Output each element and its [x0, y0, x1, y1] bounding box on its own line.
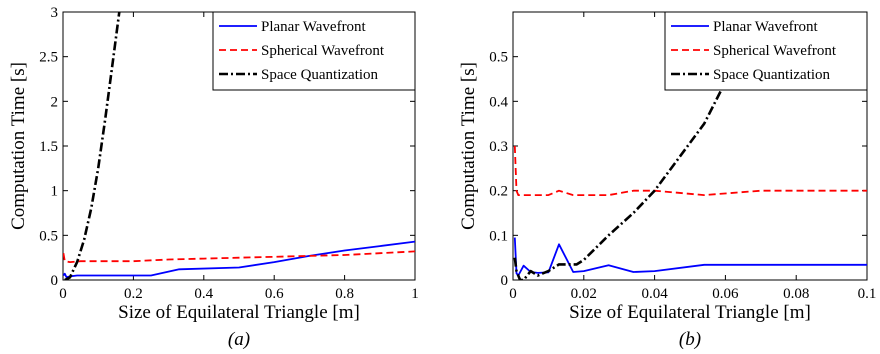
chart-panel-b: 0 0.02 0.04 0.06 0.08 0.1 0 0.1 0.2 0.3 0.4 0.5 Pla… [458, 11, 876, 350]
legend-label: Space Quantization [713, 67, 831, 83]
series-line-spherical-wavefront [63, 250, 415, 264]
legend-label: Planar Wavefront [261, 19, 367, 35]
caption-b: (b) [679, 329, 701, 350]
x-tick-label: 0.2 [124, 286, 143, 302]
series-line-planar-wavefront [63, 240, 415, 279]
x-tick-label: 0.02 [571, 286, 597, 302]
legend: Planar Wavefront Spherical Wavefront Space… [664, 11, 868, 91]
x-axis-label: Size of Equilateral Triangle [m] [118, 302, 360, 323]
y-tick-label: 0 [51, 273, 59, 289]
x-tick-label: 0.04 [641, 286, 668, 302]
x-tick-label: 0.1 [858, 286, 877, 302]
x-tick-label: 0 [509, 286, 517, 302]
x-tick-label: 0 [59, 286, 67, 302]
x-axis-label: Size of Equilateral Triangle [m] [569, 302, 811, 323]
y-tick-label: 0 [501, 273, 509, 289]
y-tick-label: 2 [51, 94, 59, 110]
legend-label: Spherical Wavefront [261, 43, 385, 59]
chart-panel-a: 0 0.2 0.4 0.6 0.8 1 0 0.5 1 1.5 2 2.5 3 Planar Wavef… [8, 5, 419, 350]
x-tick-label: 0.8 [335, 286, 354, 302]
plot-area-b: 0 0.02 0.04 0.06 0.08 0.1 0 0.1 0.2 0.3 0.4 0.5 Pla… [489, 11, 876, 302]
legend-label: Spherical Wavefront [713, 43, 837, 59]
y-tick-label: 1.5 [39, 139, 58, 155]
y-tick-label: 0.3 [489, 139, 508, 155]
x-tick-label: 0.06 [712, 286, 739, 302]
legend-label: Space Quantization [261, 67, 379, 83]
legend-box [664, 11, 868, 91]
y-axis-label: Computation Time [s] [8, 62, 29, 230]
series-layer [513, 12, 867, 280]
tick-layer: 0 0.02 0.04 0.06 0.08 0.1 0 0.1 0.2 0.3 0.4 0.5 [489, 12, 876, 302]
y-tick-label: 0.2 [489, 184, 508, 200]
legend-label: Planar Wavefront [713, 19, 819, 35]
series-line-space-quantization [64, 12, 121, 280]
series-line-planar-wavefront [513, 237, 867, 277]
y-tick-label: 0.5 [489, 50, 508, 66]
x-tick-label: 0.4 [194, 286, 213, 302]
caption-a: (a) [228, 329, 250, 350]
series-line-spherical-wavefront [513, 145, 867, 197]
y-tick-label: 2.5 [39, 50, 58, 66]
legend: Planar Wavefront Spherical Wavefront Space… [212, 11, 416, 91]
x-tick-label: 1 [411, 286, 419, 302]
y-tick-label: 0.1 [489, 228, 508, 244]
y-axis-label: Computation Time [s] [458, 62, 479, 230]
x-tick-label: 0.6 [265, 286, 284, 302]
legend-box [212, 11, 416, 91]
y-tick-label: 0.5 [39, 228, 58, 244]
x-tick-label: 0.08 [783, 286, 809, 302]
plot-area-a: 0 0.2 0.4 0.6 0.8 1 0 0.5 1 1.5 2 2.5 3 Planar Wavef… [39, 5, 419, 302]
y-tick-label: 0.4 [489, 94, 508, 110]
y-tick-label: 3 [51, 5, 59, 21]
series-line-space-quantization [513, 12, 762, 280]
series-layer [63, 12, 415, 280]
y-tick-label: 1 [51, 184, 59, 200]
